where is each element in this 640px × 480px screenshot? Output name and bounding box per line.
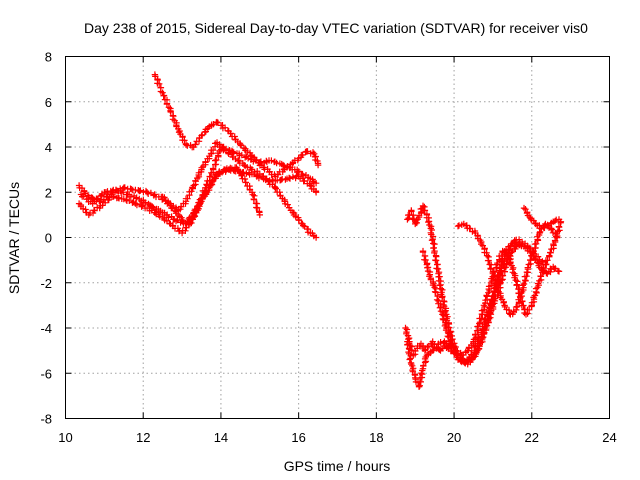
x-tick-label: 20 bbox=[447, 430, 461, 445]
y-tick-label: 0 bbox=[45, 231, 52, 246]
x-tick-labels: 10 12 14 16 18 20 22 24 bbox=[58, 430, 616, 445]
series-track-e bbox=[159, 164, 263, 228]
x-tick-label: 22 bbox=[525, 430, 539, 445]
series-track-g bbox=[404, 202, 524, 368]
y-axis-label: SDTVAR / TECUs bbox=[6, 182, 22, 294]
series-markers bbox=[159, 164, 263, 228]
series-track-j bbox=[419, 236, 549, 366]
series-markers bbox=[404, 202, 524, 368]
series-markers bbox=[151, 71, 322, 180]
y-tick-labels: -8 -6 -4 -2 0 2 4 6 8 bbox=[40, 50, 52, 427]
y-tick-label: 2 bbox=[45, 185, 52, 200]
x-axis-label: GPS time / hours bbox=[284, 458, 391, 474]
data-marks bbox=[75, 71, 565, 390]
x-tick-label: 18 bbox=[369, 430, 383, 445]
series-markers bbox=[419, 236, 549, 366]
x-tick-label: 12 bbox=[136, 430, 150, 445]
y-tick-label: 4 bbox=[45, 140, 52, 155]
x-tick-label: 16 bbox=[291, 430, 305, 445]
grid-lines bbox=[65, 56, 610, 419]
series-markers bbox=[75, 139, 320, 241]
plot-frame bbox=[65, 56, 610, 419]
x-tick-label: 14 bbox=[214, 430, 228, 445]
x-tick-label: 10 bbox=[58, 430, 72, 445]
series-markers bbox=[520, 204, 563, 232]
y-tick-label: -2 bbox=[40, 276, 52, 291]
series-track-k bbox=[520, 204, 563, 232]
y-tick-label: -8 bbox=[40, 412, 52, 427]
x-tick-label: 24 bbox=[602, 430, 616, 445]
y-tick-label: -6 bbox=[40, 366, 52, 381]
y-tick-label: -4 bbox=[40, 321, 52, 336]
y-tick-label: 6 bbox=[45, 95, 52, 110]
y-tick-label: 8 bbox=[45, 50, 52, 65]
series-track-c bbox=[75, 139, 320, 241]
series-track-d bbox=[151, 71, 322, 180]
chart-title: Day 238 of 2015, Sidereal Day-to-day VTE… bbox=[84, 20, 588, 36]
